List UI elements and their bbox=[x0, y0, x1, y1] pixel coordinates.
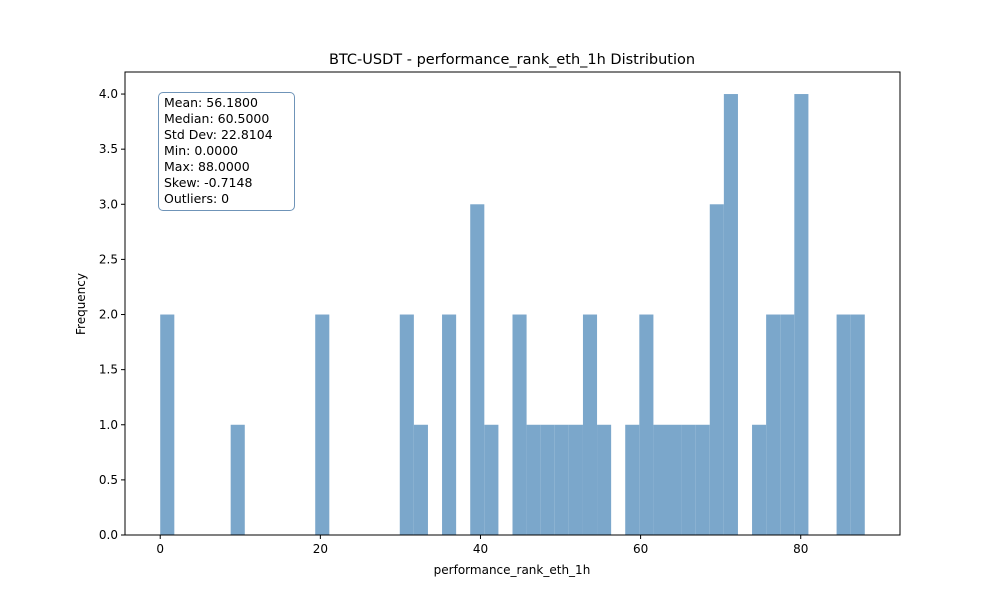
histogram-bar bbox=[780, 314, 795, 535]
histogram-bar bbox=[442, 314, 457, 535]
x-axis: 0 20 40 60 80 bbox=[156, 535, 808, 556]
y-tick-label: 0.0 bbox=[99, 528, 118, 542]
y-tick-label: 4.0 bbox=[99, 87, 118, 101]
y-tick-label: 0.5 bbox=[99, 473, 118, 487]
x-tick-label: 60 bbox=[633, 542, 648, 556]
y-axis-label: Frequency bbox=[74, 273, 88, 335]
x-tick-label: 0 bbox=[156, 542, 164, 556]
histogram-bar bbox=[653, 424, 668, 535]
histogram-bar bbox=[470, 204, 485, 536]
stats-box: Mean: 56.1800 Median: 60.5000 Std Dev: 2… bbox=[158, 92, 295, 211]
bars-group bbox=[160, 94, 865, 536]
chart-title: BTC-USDT - performance_rank_eth_1h Distr… bbox=[329, 52, 695, 68]
y-tick-label: 2.5 bbox=[99, 252, 118, 266]
histogram-bar bbox=[695, 424, 710, 535]
histogram-bar bbox=[667, 424, 682, 535]
histogram-bar bbox=[752, 424, 767, 535]
histogram-bar bbox=[709, 204, 724, 536]
stat-median: Median: 60.5000 bbox=[164, 111, 270, 126]
stat-skew: Skew: -0.7148 bbox=[164, 175, 253, 190]
stat-std-dev: Std Dev: 22.8104 bbox=[164, 127, 273, 142]
stat-mean: Mean: 56.1800 bbox=[164, 95, 258, 110]
histogram-bar bbox=[315, 314, 330, 535]
histogram-bar bbox=[160, 314, 175, 535]
histogram-bar bbox=[850, 314, 865, 535]
histogram-bar bbox=[413, 424, 428, 535]
histogram-bar bbox=[568, 424, 583, 535]
y-tick-label: 1.5 bbox=[99, 363, 118, 377]
x-tick-label: 20 bbox=[313, 542, 328, 556]
x-axis-label: performance_rank_eth_1h bbox=[434, 563, 591, 577]
histogram-bar bbox=[836, 314, 851, 535]
histogram-bar bbox=[794, 94, 809, 536]
histogram-bar bbox=[625, 424, 640, 535]
x-tick-label: 80 bbox=[793, 542, 808, 556]
plot-frame bbox=[124, 71, 901, 536]
y-tick-label: 2.0 bbox=[99, 308, 118, 322]
histogram-bar bbox=[681, 424, 696, 535]
x-tick-label: 40 bbox=[473, 542, 488, 556]
histogram-bar bbox=[526, 424, 541, 535]
histogram-bar bbox=[554, 424, 569, 535]
histogram-bar bbox=[766, 314, 781, 535]
histogram-bar bbox=[512, 314, 527, 535]
histogram-bar bbox=[597, 424, 612, 535]
histogram-bar bbox=[399, 314, 414, 535]
y-axis: 0.0 0.5 1.0 1.5 2.0 2.5 3.0 3.5 4.0 bbox=[99, 87, 125, 542]
y-tick-label: 3.5 bbox=[99, 142, 118, 156]
histogram-bar bbox=[540, 424, 555, 535]
histogram-bar bbox=[484, 424, 499, 535]
stat-min: Min: 0.0000 bbox=[164, 143, 239, 158]
histogram-bar bbox=[230, 424, 245, 535]
histogram-bar bbox=[582, 314, 598, 535]
histogram-bar bbox=[723, 94, 738, 536]
stat-max: Max: 88.0000 bbox=[164, 159, 250, 174]
y-tick-label: 1.0 bbox=[99, 418, 118, 432]
y-tick-label: 3.0 bbox=[99, 197, 118, 211]
stat-outliers: Outliers: 0 bbox=[164, 191, 230, 206]
histogram-bar bbox=[639, 314, 654, 535]
